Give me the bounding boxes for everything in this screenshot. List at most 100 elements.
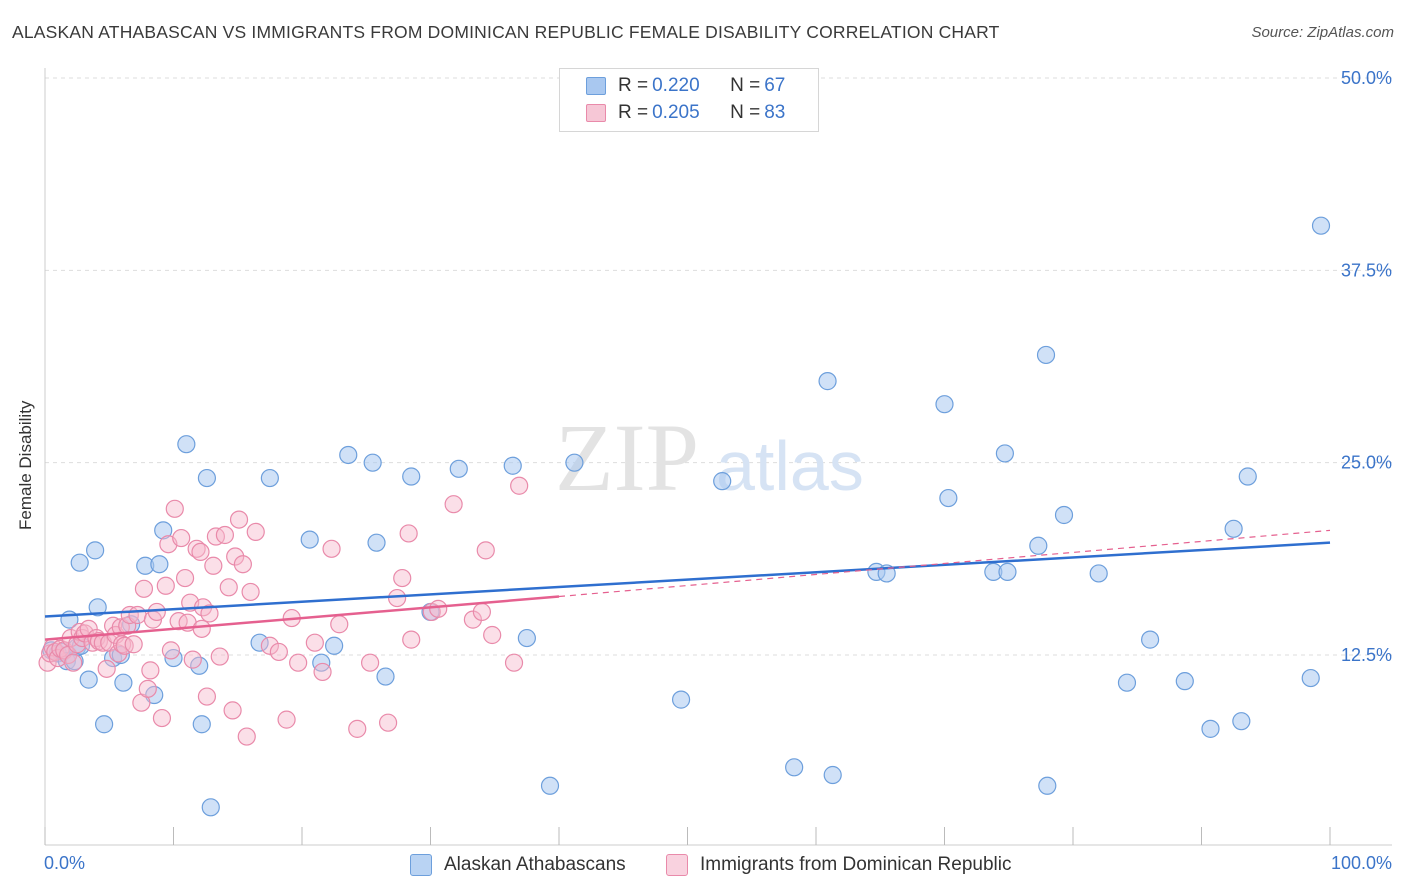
axes [44, 68, 1392, 846]
data-point-dominican [241, 582, 260, 602]
data-point-athabascan [935, 395, 954, 414]
data-point-athabascan [154, 521, 173, 540]
data-point-dominican [226, 547, 245, 566]
legend-r-value: 0.205 [652, 102, 700, 123]
bottom-legend-swatch-blue [410, 854, 432, 876]
bottom-legend-label: Immigrants from Dominican Republic [700, 854, 1012, 875]
data-point-dominican [476, 541, 495, 560]
data-point-dominican [322, 539, 341, 558]
data-point-athabascan [1175, 672, 1194, 691]
data-point-dominican [147, 602, 166, 622]
data-point-dominican [399, 524, 418, 543]
data-point-athabascan [1089, 564, 1108, 583]
data-point-dominican [233, 555, 252, 574]
y-tick-label: 37.5% [1341, 260, 1392, 280]
y-tick-label: 12.5% [1341, 645, 1392, 665]
legend-swatch-pink [586, 104, 606, 122]
legend-r-label: R = [618, 75, 649, 96]
trend-line-athabascan [44, 541, 1331, 618]
y-tick-label: 25.0% [1341, 453, 1392, 473]
bottom-legend-label: Alaskan Athabascans [444, 854, 626, 875]
legend-swatch-blue [586, 77, 606, 95]
x-tick-label-min: 0.0% [44, 853, 85, 873]
data-point-dominican [510, 476, 529, 495]
data-point-athabascan [312, 653, 331, 672]
data-point-athabascan [540, 776, 560, 795]
data-point-dominican [156, 576, 175, 595]
data-point-dominican [378, 713, 398, 732]
data-point-athabascan [995, 444, 1014, 463]
data-point-athabascan [449, 459, 468, 478]
source-label: Source: ZipAtlas.com [1251, 24, 1394, 41]
data-point-dominican [483, 625, 502, 645]
data-point-dominican [64, 653, 83, 672]
data-point-dominican [472, 602, 491, 622]
data-point-athabascan [1038, 776, 1057, 795]
data-point-athabascan [1117, 673, 1137, 692]
data-point-athabascan [1238, 467, 1257, 486]
data-point-athabascan [503, 456, 522, 475]
legend-n-value: 83 [764, 102, 786, 123]
y-tick-label: 50.0% [1341, 68, 1392, 88]
data-point-dominican [277, 710, 296, 729]
data-point-dominican [313, 662, 332, 682]
data-point-athabascan [1140, 630, 1160, 649]
data-point-athabascan [250, 633, 269, 652]
data-point-dominican [504, 653, 524, 672]
data-point-dominican [305, 633, 324, 652]
data-point-athabascan [201, 798, 220, 817]
legend-row-athabascan: R = 0.220 N = 67 [586, 74, 785, 98]
data-point-athabascan [88, 598, 107, 617]
data-point-athabascan [823, 765, 842, 785]
watermark-atlas: atlas [716, 427, 864, 505]
data-point-athabascan [1311, 216, 1331, 235]
data-point-athabascan [325, 636, 344, 655]
data-point-dominican [444, 495, 463, 514]
data-point-dominican [229, 510, 249, 529]
legend-row-dominican: R = 0.205 N = 83 [586, 101, 785, 125]
data-point-athabascan [517, 628, 536, 648]
data-point-dominican [152, 708, 172, 728]
data-point-dominican [97, 659, 116, 678]
data-point-dominican [138, 679, 157, 698]
data-point-athabascan [114, 673, 133, 692]
data-point-dominican [161, 641, 181, 660]
chart-title: ALASKAN ATHABASCAN VS IMMIGRANTS FROM DO… [12, 22, 1000, 42]
data-point-dominican [165, 499, 184, 518]
data-point-dominican [215, 525, 234, 545]
data-point-dominican [387, 588, 407, 608]
bottom-legend-dominican: Immigrants from Dominican Republic [666, 852, 1012, 878]
legend-r-label: R = [618, 102, 649, 123]
series-dominican-republic [38, 476, 529, 746]
data-point-athabascan [1036, 345, 1056, 365]
data-point-dominican [361, 653, 380, 672]
data-point-athabascan [376, 667, 395, 686]
data-point-dominican [134, 579, 154, 598]
legend-r-value: 0.220 [652, 75, 700, 96]
data-point-athabascan [785, 758, 804, 777]
data-point-athabascan [339, 445, 358, 465]
data-point-dominican [219, 578, 238, 597]
data-point-dominican [246, 522, 265, 542]
data-point-dominican [172, 528, 191, 548]
bottom-legend-swatch-pink [666, 854, 688, 876]
data-point-dominican [206, 527, 226, 546]
data-point-athabascan [197, 468, 217, 488]
data-point-dominican [200, 604, 219, 623]
data-point-athabascan [818, 372, 837, 391]
data-point-athabascan [192, 715, 211, 734]
data-point-athabascan [300, 530, 319, 549]
data-point-athabascan [260, 468, 279, 488]
data-point-athabascan [565, 453, 584, 472]
data-point-athabascan [79, 670, 98, 689]
data-point-dominican [269, 642, 288, 662]
data-point-athabascan [367, 533, 386, 552]
data-point-athabascan [713, 472, 732, 491]
data-point-athabascan [95, 715, 114, 734]
data-point-athabascan [998, 562, 1017, 582]
data-point-athabascan [70, 553, 89, 572]
data-point-athabascan [1029, 536, 1048, 555]
tick-labels: 12.5% 25.0% 37.5% 50.0% 0.0% 100.0% [44, 68, 1392, 873]
data-point-dominican [402, 630, 421, 649]
data-point-athabascan [1301, 668, 1320, 688]
